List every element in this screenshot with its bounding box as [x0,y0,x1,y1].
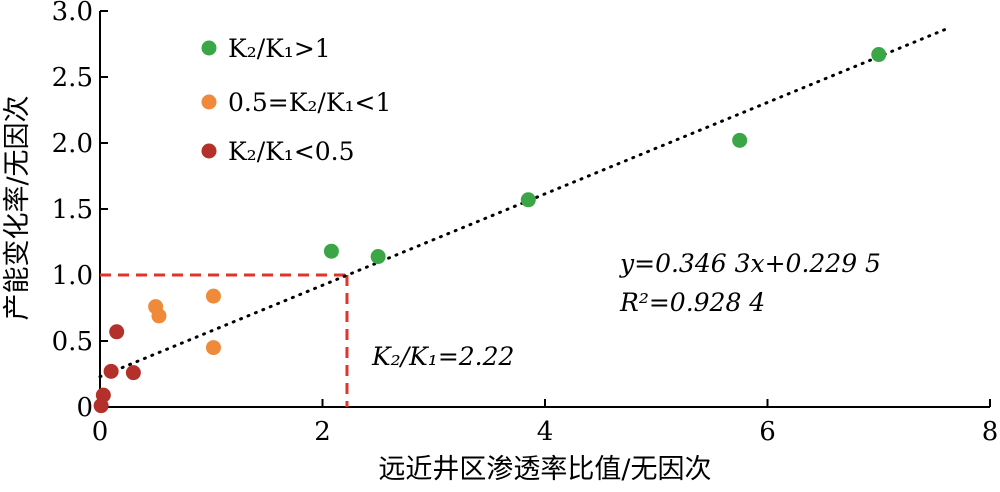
fit-equation-label: y=0.346 3x+0.229 5 [619,249,881,278]
y-tick-label: 1.0 [52,261,93,291]
y-tick-label: 3.0 [52,0,93,27]
legend: K₂/K₁>1 0.5=K₂/K₁<1 K₂/K₁<0.5 [201,34,391,166]
data-point-series-1 [520,192,536,208]
data-point-series-2 [205,288,221,304]
x-tick-label: 8 [982,417,999,447]
data-point-series-1 [871,47,887,63]
legend-marker-2 [201,94,217,110]
legend-marker-1 [201,40,217,56]
legend-label-2: 0.5=K₂/K₁<1 [228,88,391,117]
data-point-series-3 [125,365,141,381]
data-point-series-1 [323,243,339,259]
data-point-series-1 [732,132,748,148]
data-points [93,47,887,414]
legend-label-3: K₂/K₁<0.5 [228,137,355,166]
x-axis-title: 远近井区渗透率比值/无因次 [378,454,711,485]
data-point-series-2 [205,340,221,356]
reference-lines [100,273,349,407]
x-tick-label: 6 [759,417,776,447]
data-point-series-1 [370,249,386,265]
y-tick-label: 0.5 [52,327,93,357]
x-tick-label: 4 [537,417,554,447]
data-point-series-3 [103,363,119,379]
data-point-series-3 [109,324,125,340]
x-tick-label: 0 [92,417,109,447]
y-tick-label: 1.5 [52,195,93,225]
data-point-series-2 [151,308,167,324]
y-axis-title: 产能变化率/无因次 [2,95,33,320]
y-tick-label: 2.5 [52,63,93,93]
y-tick-label: 0 [76,393,93,423]
ratio-annotation: K₂/K₁=2.22 [371,342,514,371]
axes [99,11,990,408]
legend-label-1: K₂/K₁>1 [228,34,331,63]
legend-marker-3 [201,143,217,159]
r-squared-label: R²=0.928 4 [619,288,765,317]
y-tick-label: 2.0 [52,129,93,159]
data-point-series-3 [95,387,111,403]
x-tick-label: 2 [314,417,331,447]
